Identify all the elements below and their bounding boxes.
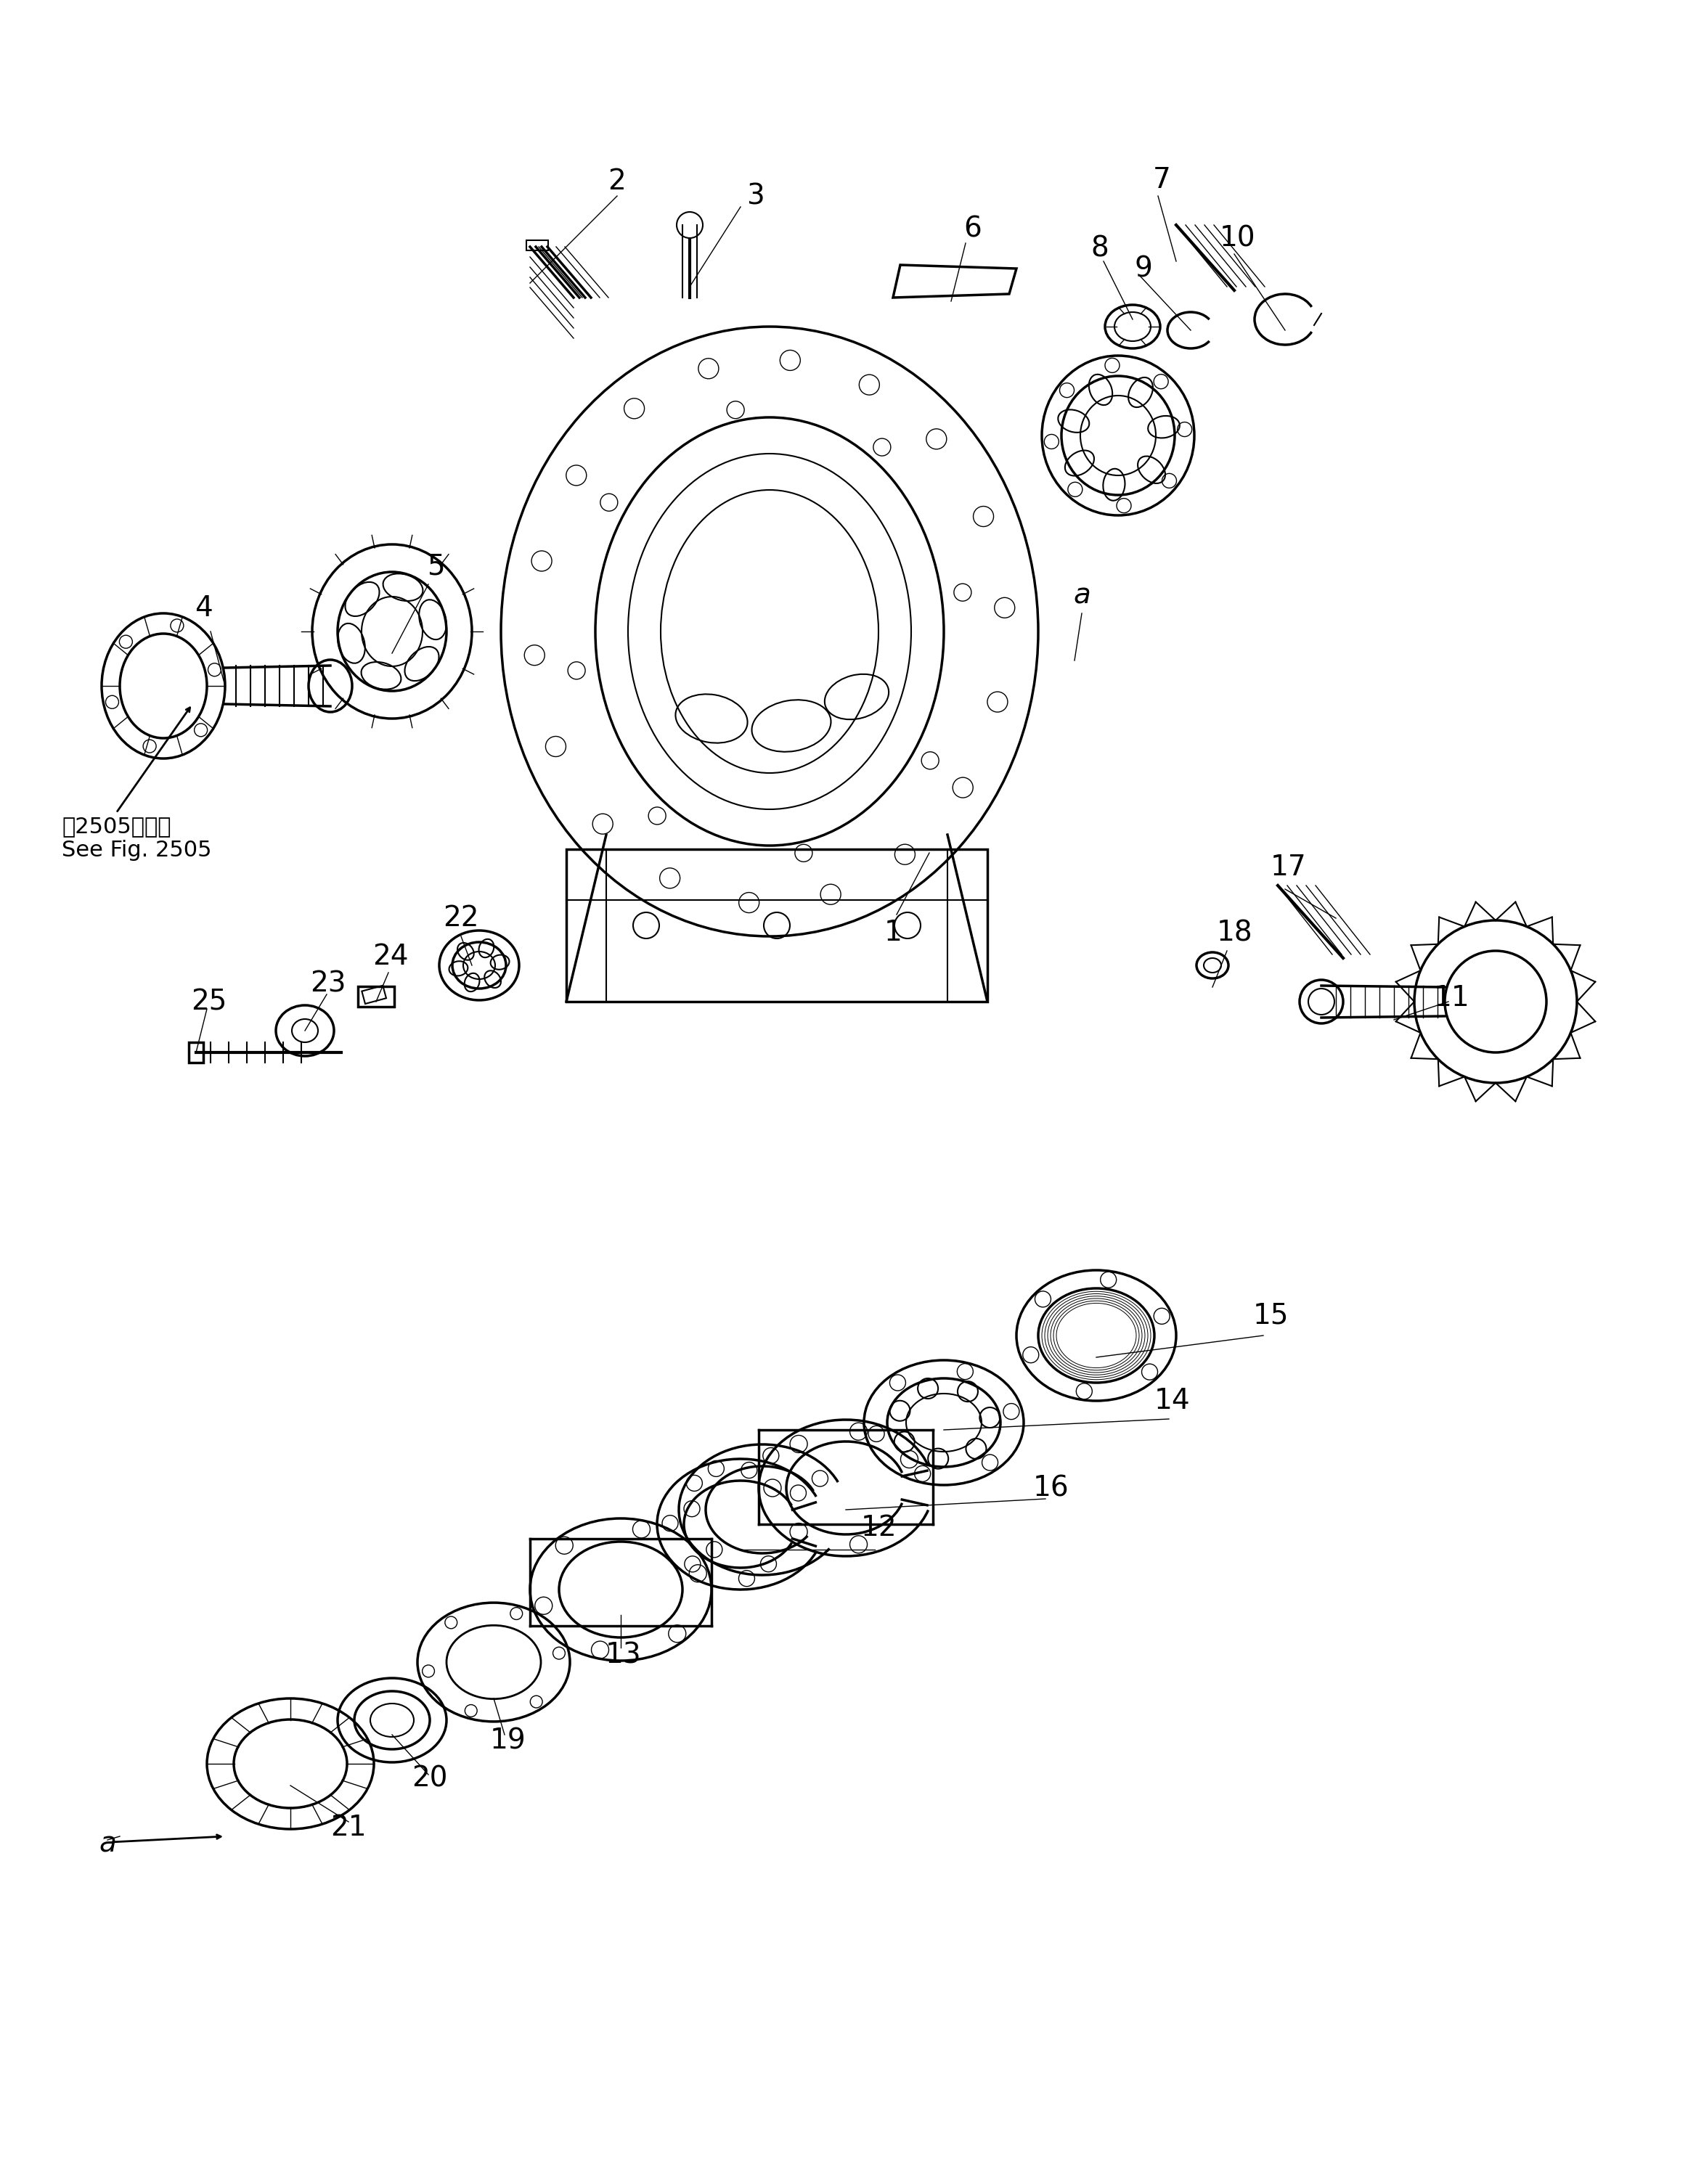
Text: 10: 10 bbox=[1220, 225, 1256, 251]
Text: 13: 13 bbox=[604, 1640, 641, 1669]
Text: 6: 6 bbox=[964, 214, 982, 242]
Text: 22: 22 bbox=[442, 904, 479, 933]
Text: 21: 21 bbox=[331, 1815, 366, 1841]
Bar bbox=[361, 985, 387, 1005]
Text: 24: 24 bbox=[373, 943, 408, 970]
Circle shape bbox=[677, 212, 702, 238]
Text: 11: 11 bbox=[1435, 985, 1470, 1011]
Text: 2: 2 bbox=[608, 168, 626, 194]
Text: a: a bbox=[100, 1830, 116, 1856]
Text: 7: 7 bbox=[1153, 166, 1171, 194]
Text: 12: 12 bbox=[861, 1514, 896, 1542]
Text: a: a bbox=[1074, 581, 1090, 609]
Bar bbox=[527, 240, 549, 251]
Text: 8: 8 bbox=[1090, 234, 1109, 262]
Bar bbox=[565, 850, 987, 1002]
Bar bbox=[358, 987, 395, 1007]
Text: 14: 14 bbox=[1155, 1387, 1190, 1415]
Text: 17: 17 bbox=[1271, 854, 1307, 880]
Text: 3: 3 bbox=[746, 181, 765, 210]
Bar bbox=[189, 1042, 203, 1064]
Text: 15: 15 bbox=[1252, 1302, 1288, 1330]
Text: 9: 9 bbox=[1134, 256, 1153, 282]
Text: 第2505図参照
See Fig. 2505: 第2505図参照 See Fig. 2505 bbox=[62, 815, 211, 860]
Text: 1: 1 bbox=[885, 919, 901, 946]
Text: 20: 20 bbox=[412, 1765, 447, 1793]
Text: 5: 5 bbox=[427, 553, 444, 581]
Text: 16: 16 bbox=[1033, 1474, 1069, 1503]
Text: 4: 4 bbox=[194, 594, 213, 622]
Text: 19: 19 bbox=[490, 1728, 527, 1754]
Text: 25: 25 bbox=[191, 987, 226, 1016]
Text: 18: 18 bbox=[1217, 919, 1252, 946]
Text: 23: 23 bbox=[311, 970, 346, 998]
